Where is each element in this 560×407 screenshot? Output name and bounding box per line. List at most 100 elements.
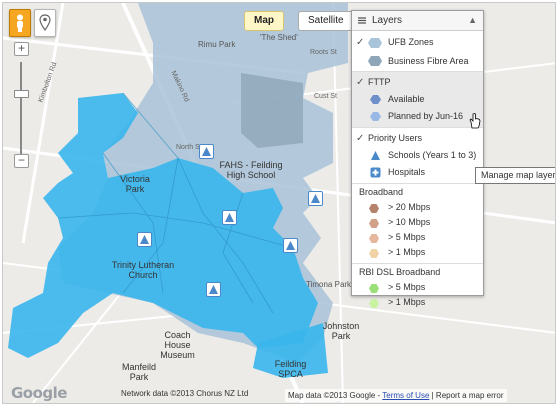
label-the-shed: 'The Shed': [260, 33, 298, 42]
tooltip-manage-layers: Manage map layers: [475, 167, 555, 184]
zoom-in-button[interactable]: +: [14, 42, 29, 56]
layer-label: UFB Zones: [388, 37, 434, 47]
label-feilding-spca: Feilding SPCA: [274, 359, 307, 379]
layers-panel[interactable]: Layers ▲ ✓ UFB Zones Business Fibre Area…: [351, 10, 484, 308]
label-trinity-church: Trinity Lutheran Church: [111, 260, 175, 280]
school-marker[interactable]: [206, 282, 221, 297]
map-attribution: Map data ©2013 Google - Terms of Use | R…: [285, 389, 507, 402]
layer-bb-1[interactable]: > 1 Mbps: [352, 245, 483, 260]
zoom-out-button[interactable]: −: [14, 154, 29, 168]
layers-title: Layers: [372, 15, 403, 26]
layer-hospitals[interactable]: Hospitals: [352, 164, 483, 181]
layer-ufb-zones[interactable]: ✓ UFB Zones: [352, 34, 483, 51]
layer-priority-users[interactable]: ✓ Priority Users: [352, 130, 483, 147]
school-icon: [209, 285, 218, 294]
rbi-title: RBI DSL Broadband: [359, 267, 441, 277]
swatch-icon: [369, 284, 379, 293]
layer-label: > 5 Mbps: [388, 282, 426, 292]
school-marker[interactable]: [308, 191, 323, 206]
label-cust-st: Cust St: [314, 93, 337, 100]
label-roots-st: Roots St: [310, 49, 337, 56]
hand-cursor-icon: [469, 113, 481, 129]
available-icon: [370, 95, 381, 104]
pegman-icon: [17, 14, 23, 32]
swatch-icon: [369, 204, 379, 213]
layer-fttp[interactable]: ✓ FTTP: [352, 74, 483, 91]
layer-bb-5[interactable]: > 5 Mbps: [352, 230, 483, 245]
layer-label: > 1 Mbps: [388, 297, 426, 307]
layer-label: Schools (Years 1 to 3): [388, 150, 477, 160]
priority-group: ✓ Priority Users Schools (Years 1 to 3) …: [352, 127, 483, 181]
layer-fttp-available[interactable]: Available: [352, 91, 483, 108]
pin-icon: [39, 14, 51, 32]
street-view-pegman[interactable]: [9, 9, 31, 37]
label-fahs: FAHS - Feilding High School: [219, 160, 283, 180]
school-icon: [286, 241, 295, 250]
school-icon: [140, 235, 149, 244]
layers-icon: [358, 17, 366, 24]
label-rimu-park: Rimu Park: [198, 40, 236, 49]
school-icon: [371, 151, 380, 160]
label-victoria-park: Victoria Park: [120, 174, 150, 194]
school-marker[interactable]: [283, 238, 298, 253]
swatch-icon: [369, 219, 379, 228]
layer-label: FTTP: [368, 77, 391, 87]
school-icon: [225, 213, 234, 222]
layer-label: > 1 Mbps: [388, 247, 426, 257]
school-icon: [311, 194, 320, 203]
business-fibre-area: [241, 73, 303, 148]
report-map-error-link[interactable]: Report a map error: [435, 391, 504, 400]
layer-bb-10[interactable]: > 10 Mbps: [352, 215, 483, 230]
fttp-planned-area: [8, 93, 318, 358]
map-type-satellite-button[interactable]: Satellite: [298, 11, 354, 31]
school-icon: [202, 147, 211, 156]
school-marker[interactable]: [199, 144, 214, 159]
label-north-st: North St: [176, 144, 202, 151]
layer-label: > 10 Mbps: [388, 217, 431, 227]
network-data-credit: Network data ©2013 Chorus NZ Ltd: [121, 389, 249, 398]
layers-header[interactable]: Layers ▲: [352, 11, 483, 31]
label-coach-house: Coach House Museum: [160, 330, 195, 360]
layer-bb-20[interactable]: > 20 Mbps: [352, 200, 483, 215]
map-type-map-button[interactable]: Map: [244, 11, 284, 31]
planned-icon: [370, 112, 381, 121]
layer-label: > 20 Mbps: [388, 202, 431, 212]
layer-label: Planned by Jun-16: [388, 111, 464, 121]
swatch-icon: [369, 234, 379, 243]
swatch-icon: [369, 299, 379, 308]
zoom-slider-handle[interactable]: [14, 90, 29, 98]
map-container[interactable]: Rimu Park 'The Shed' Roots St Cust St No…: [2, 2, 556, 404]
zoom-control[interactable]: + −: [14, 42, 29, 170]
ufb-zone-icon: [368, 38, 382, 48]
layer-business-fibre[interactable]: Business Fibre Area: [352, 51, 483, 71]
location-button[interactable]: [34, 9, 56, 37]
map-data-credit: Map data ©2013 Google: [288, 391, 376, 400]
layer-fttp-planned[interactable]: Planned by Jun-16: [352, 108, 483, 125]
school-marker[interactable]: [222, 210, 237, 225]
layer-rbi-1[interactable]: > 1 Mbps: [352, 295, 483, 310]
collapse-caret-icon[interactable]: ▲: [468, 15, 477, 25]
check-icon: ✓: [356, 77, 365, 88]
layer-label: Priority Users: [368, 133, 423, 143]
swatch-icon: [369, 249, 379, 258]
layer-label: > 5 Mbps: [388, 232, 426, 242]
school-marker[interactable]: [137, 232, 152, 247]
layer-rbi-5[interactable]: > 5 Mbps: [352, 280, 483, 295]
label-johnston-park: Johnston Park: [322, 321, 360, 341]
check-icon: ✓: [356, 37, 365, 48]
layer-label: Available: [388, 94, 425, 104]
google-logo[interactable]: Google: [11, 384, 67, 402]
zoom-track[interactable]: [20, 62, 22, 158]
layer-schools[interactable]: Schools (Years 1 to 3): [352, 147, 483, 164]
hospital-icon: [370, 167, 381, 178]
broadband-group: Broadband > 20 Mbps > 10 Mbps > 5 Mbps >…: [352, 183, 483, 260]
rbi-group: RBI DSL Broadband > 5 Mbps > 1 Mbps: [352, 263, 483, 310]
map-canvas[interactable]: [3, 3, 556, 404]
label-timona-park: Timona Park: [306, 280, 352, 289]
check-icon: ✓: [356, 133, 365, 144]
broadband-title: Broadband: [359, 187, 404, 197]
layer-label: Business Fibre Area: [388, 56, 469, 66]
fttp-group: ✓ FTTP Available Planned by Jun-16: [352, 71, 483, 127]
terms-of-use-link[interactable]: Terms of Use: [382, 391, 430, 400]
business-fibre-icon: [368, 56, 382, 66]
